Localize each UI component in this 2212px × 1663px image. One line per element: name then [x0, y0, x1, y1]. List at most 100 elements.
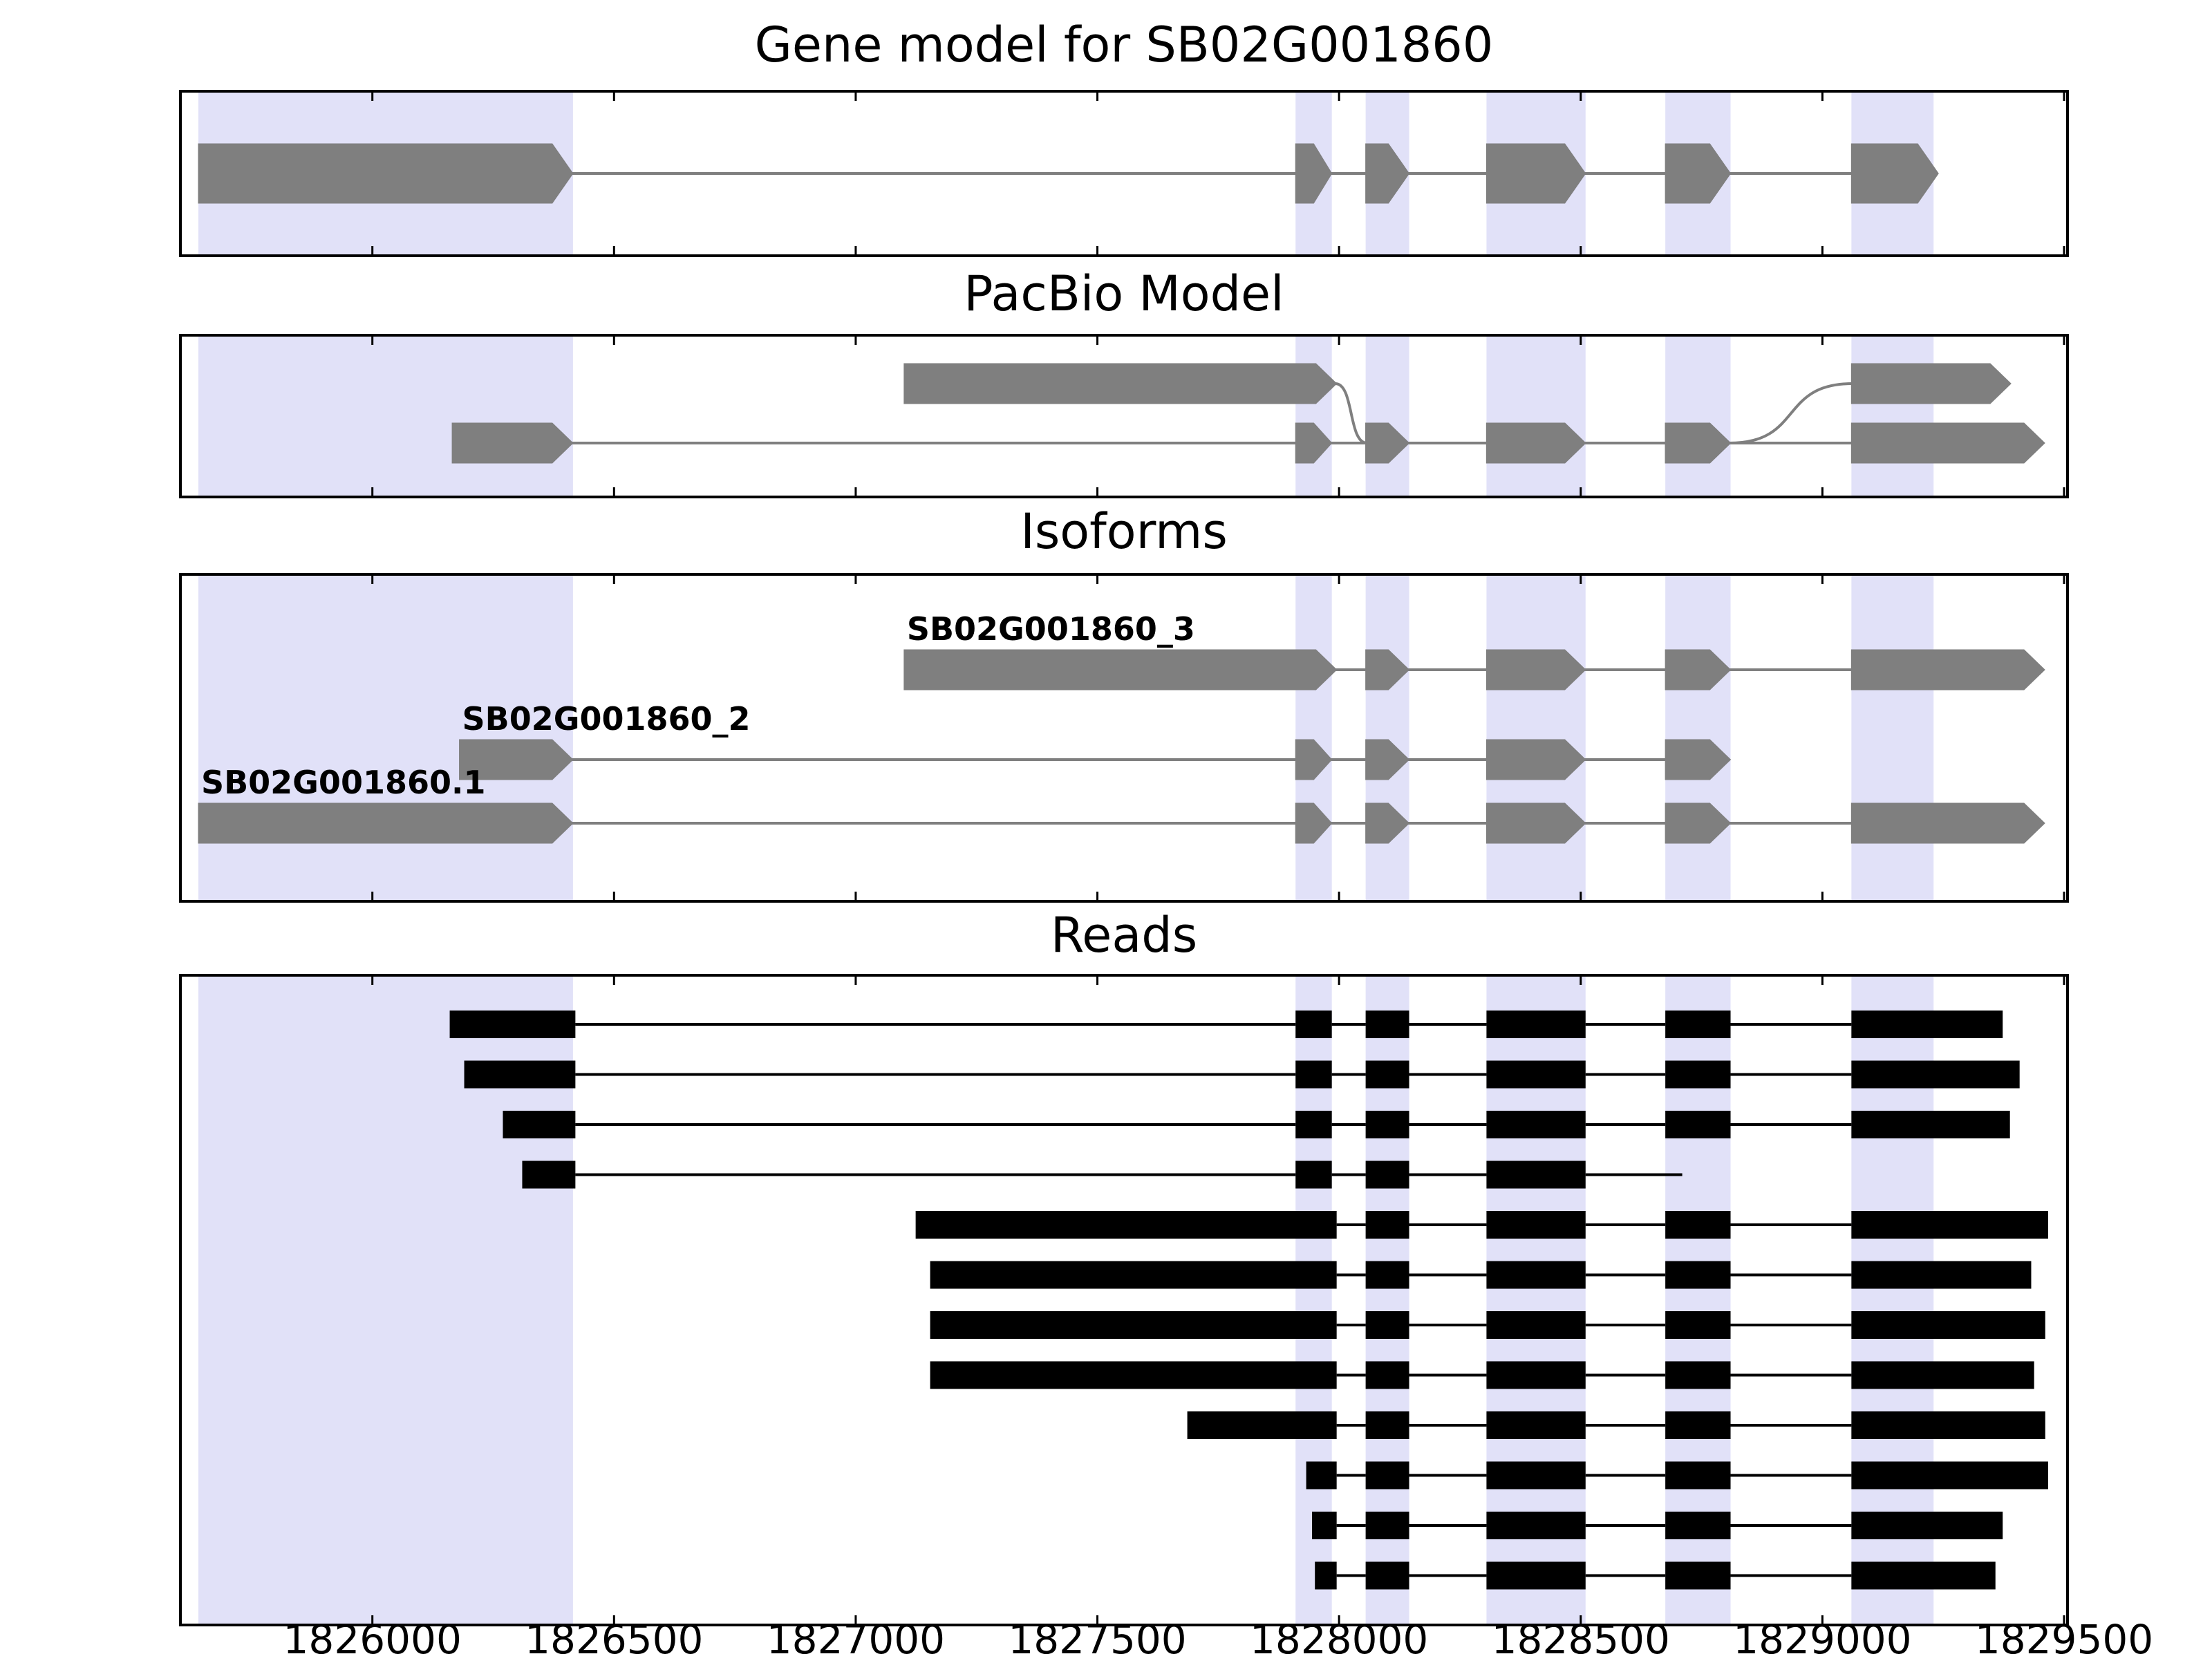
- exon-block: [1850, 649, 2045, 690]
- read-block: [1486, 1561, 1586, 1590]
- read-row-1: [449, 1011, 2003, 1038]
- read-block: [1365, 1461, 1409, 1490]
- exon-highlight-band: [198, 573, 573, 903]
- exon-block: [1485, 739, 1586, 780]
- read-block: [1486, 1011, 1586, 1038]
- intron-line: [1729, 382, 1853, 444]
- read-block: [1851, 1411, 2045, 1439]
- read-block: [1295, 1060, 1332, 1089]
- exon-block: [1850, 422, 2045, 464]
- read-block: [1312, 1512, 1337, 1539]
- read-block: [1665, 1011, 1731, 1038]
- read-block: [1851, 1111, 2010, 1138]
- exon-block: [1295, 739, 1333, 780]
- transcript-SB02G001860.1: SB02G001860.1: [198, 764, 2045, 844]
- x-tick-label: 1827500: [1008, 1616, 1187, 1663]
- isoform-label: SB02G001860.1: [201, 764, 485, 801]
- read-block: [1665, 1311, 1731, 1339]
- pacbio-model-panel: [179, 334, 2069, 498]
- transcript-pacbio-model-2: [451, 422, 2045, 464]
- read-block: [1306, 1461, 1337, 1490]
- read-block: [1365, 1211, 1409, 1239]
- exon-block: [903, 363, 1338, 404]
- exon-block: [1295, 143, 1333, 204]
- read-block: [1851, 1512, 2003, 1539]
- read-block: [1851, 1361, 2034, 1389]
- read-block: [1486, 1411, 1586, 1439]
- read-row-11: [1312, 1512, 2003, 1539]
- exon-block: [1665, 422, 1732, 464]
- exon-highlight-band: [1665, 334, 1731, 498]
- panel-border: [179, 974, 2069, 1626]
- read-block: [1365, 1060, 1409, 1089]
- isoform-label: SB02G001860_3: [907, 610, 1195, 648]
- read-block: [1851, 1461, 2048, 1490]
- exon-block: [1665, 649, 1732, 690]
- read-row-12: [1315, 1561, 1996, 1590]
- read-block: [1486, 1261, 1586, 1289]
- gene-model-panel: [179, 90, 2069, 257]
- reads-panel-canvas: [179, 974, 2069, 1626]
- read-block: [930, 1361, 1337, 1389]
- exon-block: [903, 649, 1338, 690]
- read-block: [1665, 1561, 1731, 1590]
- read-block: [1486, 1211, 1586, 1239]
- read-row-7: [930, 1311, 2045, 1339]
- read-block: [1187, 1411, 1337, 1439]
- read-block: [1365, 1361, 1409, 1389]
- read-block: [1365, 1261, 1409, 1289]
- exon-block: [1365, 422, 1410, 464]
- read-block: [1851, 1211, 2048, 1239]
- read-block: [1365, 1561, 1409, 1590]
- intron-line: [1335, 382, 1368, 444]
- read-row-9: [1187, 1411, 2045, 1439]
- reads-panel: [179, 974, 2069, 1626]
- read-block: [1486, 1161, 1586, 1189]
- x-tick-label: 1828000: [1250, 1616, 1429, 1663]
- x-tick-label: 1826000: [283, 1616, 462, 1663]
- read-block: [1365, 1411, 1409, 1439]
- read-block: [1315, 1561, 1337, 1590]
- read-block: [915, 1211, 1337, 1239]
- read-block: [1851, 1561, 1996, 1590]
- panel-title-isoforms: Isoforms: [1020, 503, 1228, 560]
- read-block: [1486, 1111, 1586, 1138]
- exon-block: [1485, 143, 1586, 204]
- exon-highlight-band: [1295, 334, 1332, 498]
- exon-block: [198, 802, 574, 844]
- isoforms-panel-canvas: SB02G001860_3 SB02G001860_2 SB02G001860.1: [179, 573, 2069, 903]
- read-row-8: [930, 1361, 2034, 1389]
- read-block: [1665, 1361, 1731, 1389]
- read-block: [1665, 1411, 1731, 1439]
- read-block: [1486, 1060, 1586, 1089]
- gene-panel-canvas: [179, 90, 2069, 257]
- exon-block: [1365, 649, 1410, 690]
- exon-block: [1485, 802, 1586, 844]
- transcript-SB02G001860_3: SB02G001860_3: [903, 610, 2045, 690]
- read-block: [1365, 1512, 1409, 1539]
- read-block: [1665, 1060, 1731, 1089]
- exon-block: [1850, 363, 2012, 404]
- exon-highlight-band: [198, 334, 573, 498]
- panel-title-pacbio: PacBio Model: [964, 265, 1284, 322]
- x-tick-label: 1829500: [1974, 1616, 2154, 1663]
- read-row-4: [522, 1161, 1683, 1189]
- exon-highlight-band: [1486, 573, 1586, 903]
- panel-title-gene-model: Gene model for SB02G001860: [754, 17, 1494, 73]
- read-row-5: [915, 1211, 2048, 1239]
- exon-block: [1485, 649, 1586, 690]
- x-tick-label: 1827000: [766, 1616, 946, 1663]
- read-row-2: [464, 1060, 2020, 1089]
- exon-highlight-band: [1486, 334, 1586, 498]
- panel-border: [179, 90, 2069, 257]
- exon-highlight-band: [1365, 334, 1409, 498]
- read-block: [1365, 1111, 1409, 1138]
- exon-block: [1665, 739, 1732, 780]
- exon-block: [459, 739, 574, 780]
- read-block: [1295, 1111, 1332, 1138]
- read-block: [1486, 1461, 1586, 1490]
- exon-block: [1365, 739, 1410, 780]
- panel-border: [179, 334, 2069, 498]
- exon-block: [1365, 802, 1410, 844]
- read-block: [1851, 1311, 2045, 1339]
